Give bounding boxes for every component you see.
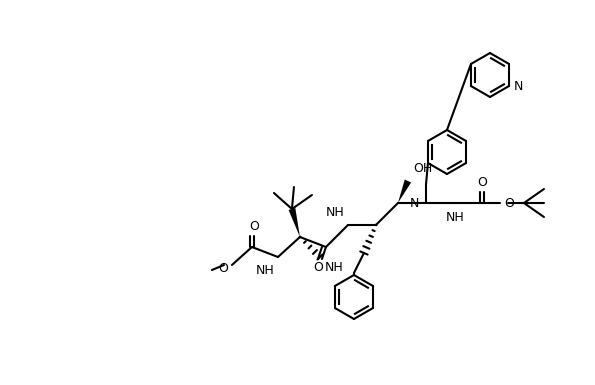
Text: NH: NH — [325, 261, 344, 274]
Text: O: O — [477, 176, 487, 189]
Text: O: O — [313, 261, 323, 274]
Text: NH: NH — [326, 206, 345, 219]
Text: O: O — [249, 220, 259, 233]
Polygon shape — [398, 179, 411, 203]
Text: O: O — [218, 261, 228, 275]
Text: O: O — [504, 196, 514, 209]
Text: N: N — [409, 196, 419, 209]
Text: NH: NH — [446, 211, 464, 224]
Text: NH: NH — [256, 264, 275, 277]
Text: N: N — [514, 79, 524, 92]
Text: OH: OH — [413, 162, 432, 175]
Polygon shape — [289, 208, 300, 237]
